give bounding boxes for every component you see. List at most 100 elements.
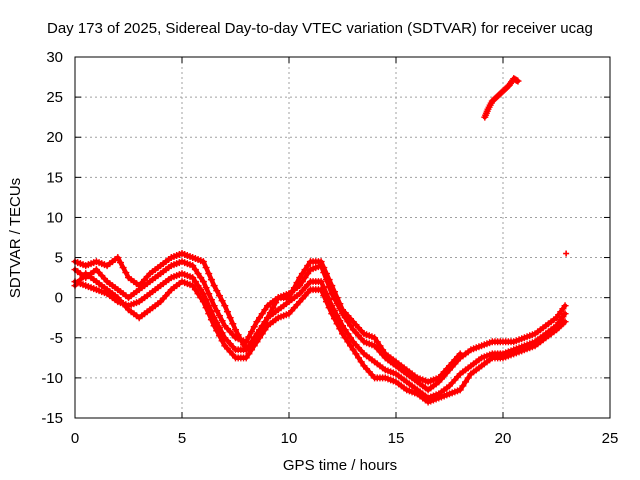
data-point-marker (245, 333, 253, 341)
data-point-marker (261, 306, 269, 314)
data-point-marker (266, 309, 274, 317)
data-point-marker (199, 258, 207, 266)
data-point-marker (191, 286, 199, 294)
plot-frame (74, 56, 611, 419)
data-point-marker (205, 310, 213, 318)
x-tick-label: 0 (71, 430, 79, 447)
data-point-marker (240, 341, 248, 349)
data-point-marker (561, 318, 569, 326)
axis-ticks: 0 5 10 15 20 25 -15 -10 -5 0 5 10 15 20 25 30 (41, 49, 618, 447)
y-tick-label: 15 (46, 169, 63, 186)
data-point-marker (355, 354, 363, 362)
data-point-marker (514, 77, 522, 85)
data-point-marker (114, 254, 122, 262)
data-point-marker (371, 334, 379, 342)
data-point-marker (464, 374, 472, 382)
y-tick-label: -5 (50, 330, 63, 347)
data-point-marker (199, 298, 207, 306)
data-point-marker (336, 300, 344, 308)
series-late-arc (481, 75, 522, 121)
data-point-marker (456, 386, 464, 394)
data-point-marker (330, 288, 338, 296)
data-point-marker (234, 331, 242, 339)
data-point-marker (325, 304, 333, 312)
series-track-c (71, 250, 464, 386)
data-point-marker (336, 325, 344, 333)
data-point-marker (322, 270, 330, 278)
data-point-marker (272, 299, 280, 307)
data-point-marker (253, 318, 261, 326)
data-point-marker (459, 382, 467, 390)
x-tick-label: 5 (178, 430, 186, 447)
data-point-marker (301, 266, 309, 274)
data-point-marker (119, 264, 127, 272)
data-point-marker (207, 316, 215, 324)
data-point-marker (298, 270, 306, 278)
data-point-marker (215, 312, 223, 320)
data-point-marker (248, 328, 256, 336)
data-point-marker (250, 323, 258, 331)
y-tick-label: 20 (46, 129, 63, 146)
data-point-marker (344, 338, 352, 346)
data-point-marker (202, 284, 210, 292)
y-tick-label: 0 (55, 290, 63, 307)
x-tick-label: 10 (281, 430, 298, 447)
data-point-marker (373, 338, 381, 346)
data-point-marker (189, 282, 197, 290)
data-point-marker (347, 322, 355, 330)
data-point-marker (191, 266, 199, 274)
data-point-marker (317, 258, 325, 266)
data-point-marker (194, 290, 202, 298)
data-point-marker (456, 350, 464, 358)
data-point-marker (317, 286, 325, 294)
chart-title: Day 173 of 2025, Sidereal Day-to-day VTE… (47, 20, 593, 37)
data-point-marker (189, 274, 197, 282)
data-point-marker (339, 330, 346, 338)
series-track-d (71, 270, 569, 406)
data-point-marker (215, 332, 223, 340)
data-point-marker (218, 337, 226, 345)
y-tick-label: 30 (46, 49, 63, 66)
data-point-marker (194, 270, 202, 278)
data-point-marker (285, 294, 293, 302)
data-point-marker (237, 336, 245, 344)
data-point-marker (250, 342, 258, 350)
data-point-marker (293, 279, 301, 287)
data-point-marker (242, 354, 250, 362)
data-point-marker (347, 342, 355, 350)
x-tick-label: 20 (495, 430, 512, 447)
data-point-marker (462, 378, 470, 386)
grid-lines (75, 57, 610, 418)
data-point-marker (218, 297, 226, 305)
data-point-marker (349, 346, 357, 354)
data-point-marker (256, 334, 264, 342)
data-point-marker (258, 330, 266, 338)
data-point-marker (256, 314, 264, 322)
data-point-marker (245, 350, 253, 358)
data-point-marker (189, 262, 197, 270)
data-point-marker (317, 278, 325, 286)
data-point-marker (325, 276, 333, 284)
data-point-marker (379, 346, 387, 354)
data-point-marker (197, 294, 205, 302)
data-point-marker (122, 269, 130, 277)
data-point-marker (253, 338, 261, 346)
data-point-marker (197, 274, 205, 282)
y-tick-label: 5 (55, 250, 63, 267)
x-tick-label: 15 (388, 430, 405, 447)
data-point-marker (232, 326, 239, 334)
x-axis-label: GPS time / hours (283, 457, 397, 474)
data-point-marker (202, 264, 210, 272)
data-point-marker (296, 274, 304, 282)
data-point-marker (288, 289, 296, 297)
data-point-marker (229, 320, 237, 328)
data-point-marker (116, 259, 124, 267)
y-axis-label: SDTVAR / TECUs (7, 178, 24, 298)
data-point-marker (290, 284, 298, 292)
x-tick-label: 25 (602, 430, 619, 447)
y-tick-label: 10 (46, 209, 63, 226)
data-point-marker (561, 310, 569, 318)
data-point-marker (213, 307, 221, 315)
data-point-marker (210, 282, 218, 290)
